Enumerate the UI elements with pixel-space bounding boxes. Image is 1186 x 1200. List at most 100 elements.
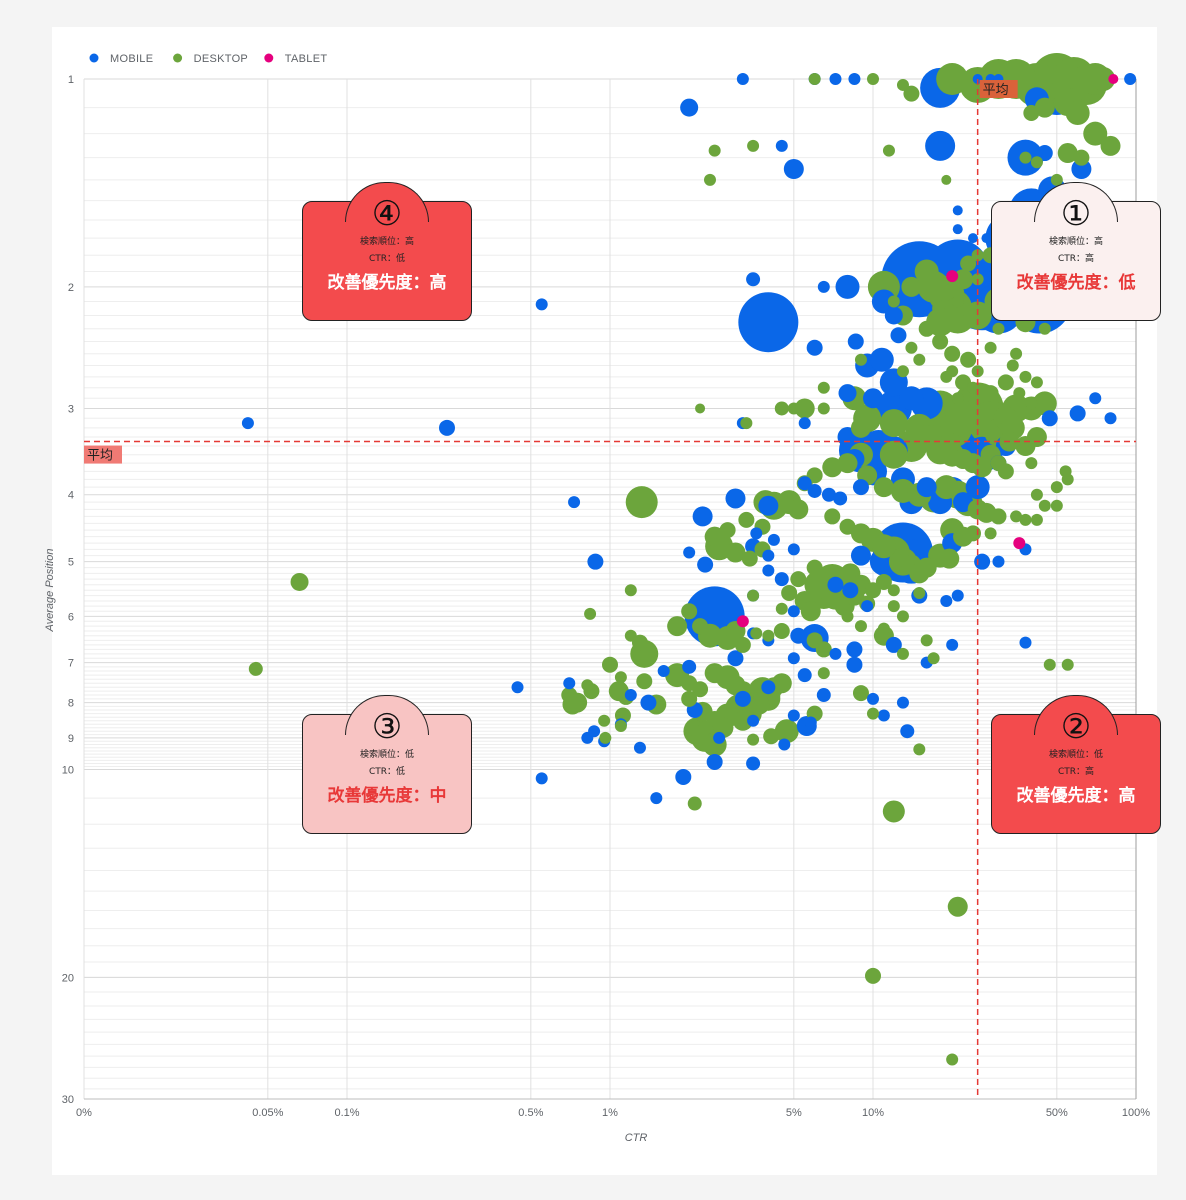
data-point-desktop — [775, 602, 788, 615]
data-point-desktop — [839, 518, 856, 535]
data-point-desktop — [667, 616, 688, 637]
callout-number: ① — [1060, 194, 1092, 234]
data-point-mobile — [952, 205, 963, 216]
data-point-desktop — [734, 636, 751, 653]
data-point-desktop — [939, 548, 960, 569]
data-point-desktop — [681, 690, 698, 707]
data-point-desktop — [561, 687, 578, 704]
data-point-mobile — [774, 572, 789, 587]
x-tick-label: 0.5% — [518, 1107, 543, 1119]
data-point-desktop — [1019, 151, 1032, 164]
data-point-mobile — [767, 533, 780, 546]
data-point-desktop — [913, 586, 926, 599]
quadrant-2-callout: ② 検索順位：低 CTR：高 改善優先度：高 — [991, 695, 1161, 834]
data-point-desktop — [916, 557, 937, 578]
data-point-mobile — [842, 582, 859, 599]
data-point-desktop — [636, 673, 653, 690]
data-point-desktop — [871, 534, 896, 559]
data-point-desktop — [732, 710, 753, 731]
data-point-mobile — [1089, 392, 1102, 405]
y-tick-label: 1 — [68, 74, 74, 86]
legend-label-mobile: MOBILE — [110, 53, 153, 65]
data-point-desktop — [946, 365, 959, 378]
data-point-desktop — [703, 173, 716, 186]
data-point-desktop — [1034, 97, 1055, 118]
data-point-desktop — [1083, 121, 1108, 146]
callout-number: ④ — [371, 194, 403, 234]
data-point-desktop — [708, 144, 721, 157]
callout-priority-text: 改善優先度：高 — [327, 273, 447, 293]
data-point-mobile — [241, 417, 254, 430]
data-point-desktop — [875, 573, 892, 590]
data-point-desktop — [945, 400, 982, 437]
data-point-desktop — [1038, 322, 1051, 335]
data-point-mobile — [884, 306, 903, 325]
data-point-mobile — [438, 419, 455, 436]
data-point-desktop — [1061, 658, 1074, 671]
data-point-mobile — [817, 280, 830, 293]
data-point-mobile — [821, 487, 836, 502]
data-point-desktop — [706, 711, 723, 728]
data-point-desktop — [944, 345, 961, 362]
data-point-desktop — [984, 527, 997, 540]
data-point-desktop — [1030, 156, 1043, 169]
data-point-desktop — [966, 381, 979, 394]
data-point-desktop — [719, 522, 736, 539]
data-point-mobile — [965, 475, 990, 500]
data-point-desktop — [1043, 658, 1056, 671]
data-point-desktop — [781, 584, 798, 601]
data-point-desktop — [1010, 347, 1023, 360]
data-point-mobile — [657, 665, 670, 678]
data-point-mobile — [900, 724, 915, 739]
data-point-mobile — [807, 483, 822, 498]
data-point-desktop — [800, 601, 821, 622]
data-point-desktop — [963, 301, 992, 330]
data-point-desktop — [747, 589, 760, 602]
data-point-desktop — [877, 622, 890, 635]
data-point-desktop — [624, 584, 637, 597]
data-point-desktop — [824, 508, 841, 525]
data-point-mobile — [1069, 405, 1086, 422]
data-point-desktop — [774, 719, 799, 744]
data-point-mobile — [675, 768, 692, 785]
data-point-mobile — [511, 681, 524, 694]
data-point-desktop — [687, 796, 702, 811]
data-point-desktop — [896, 78, 909, 91]
y-tick-label: 7 — [68, 658, 74, 670]
data-point-desktop — [867, 73, 879, 85]
data-point-mobile — [713, 731, 726, 744]
data-point-desktop — [982, 385, 999, 402]
data-point-tablet — [1108, 74, 1119, 84]
data-point-desktop — [913, 743, 926, 756]
data-point-mobile — [1104, 412, 1117, 425]
legend-marker-desktop — [173, 53, 183, 63]
data-point-tablet — [736, 615, 749, 628]
data-point-desktop — [704, 663, 725, 684]
data-point-mobile — [1124, 73, 1137, 85]
x-tick-label: 5% — [786, 1107, 802, 1119]
data-point-desktop — [841, 610, 854, 623]
data-point-desktop — [1050, 499, 1063, 512]
data-point-mobile — [762, 564, 775, 577]
data-point-mobile — [852, 479, 869, 496]
data-point-desktop — [850, 417, 871, 438]
data-point-desktop — [741, 550, 758, 567]
y-tick-label: 8 — [68, 698, 74, 710]
avg-ctr-tag-bg — [979, 80, 1018, 98]
callout-ctr-text: CTR：高 — [1057, 254, 1095, 264]
data-point-desktop — [936, 63, 969, 95]
data-point-mobile — [568, 496, 581, 509]
data-point-desktop — [1059, 465, 1072, 478]
data-point-desktop — [817, 667, 830, 680]
data-point-desktop — [953, 269, 974, 290]
data-point-mobile — [633, 741, 646, 754]
data-point-desktop — [1019, 370, 1032, 383]
data-point-mobile — [683, 546, 696, 559]
callout-ctr-text: CTR：低 — [368, 767, 406, 777]
y-tick-label: 20 — [62, 972, 74, 984]
data-point-desktop — [290, 572, 309, 591]
data-point-desktop — [1091, 67, 1116, 91]
data-point-mobile — [624, 689, 637, 702]
data-point-desktop — [837, 453, 858, 474]
data-point-mobile — [885, 636, 902, 653]
